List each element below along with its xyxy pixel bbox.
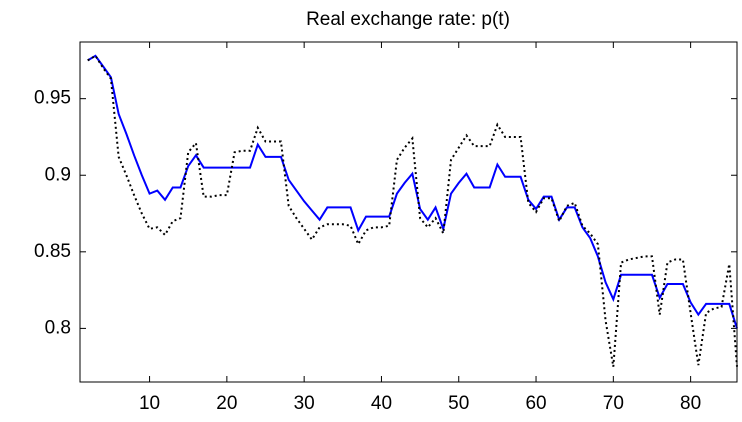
y-tick-label: 0.95 <box>34 88 71 109</box>
series-line <box>87 54 738 329</box>
x-tick-label: 10 <box>139 393 160 414</box>
plot-frame <box>79 41 738 383</box>
series-line <box>87 54 738 367</box>
x-tick-label: 60 <box>525 393 546 414</box>
x-tick-label: 30 <box>294 393 315 414</box>
y-tick-label: 0.9 <box>45 164 71 185</box>
x-tick-label: 40 <box>371 393 392 414</box>
x-tick-label: 70 <box>603 393 624 414</box>
chart-title: Real exchange rate: p(t) <box>306 9 510 30</box>
x-tick-label: 20 <box>216 393 237 414</box>
x-tick-label: 80 <box>680 393 701 414</box>
y-tick-label: 0.85 <box>34 241 71 262</box>
y-tick-label: 0.8 <box>45 317 71 338</box>
x-tick-label: 50 <box>448 393 469 414</box>
